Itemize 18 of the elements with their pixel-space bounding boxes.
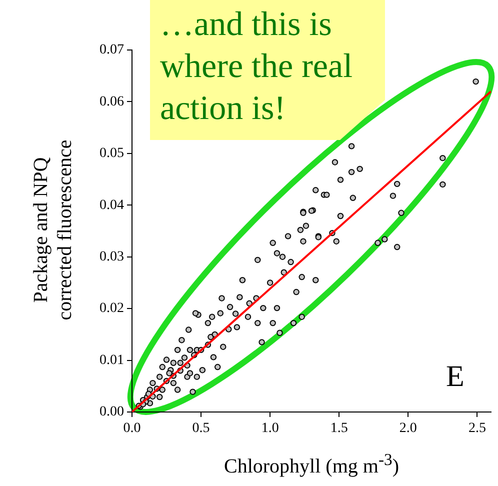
y-tick-label: 0.00 — [100, 404, 124, 420]
y-tick-label: 0.06 — [100, 94, 124, 110]
x-tick-label: 1.0 — [261, 421, 279, 436]
x-tick-label: 0.5 — [192, 421, 210, 436]
y-tick-label: 0.01 — [100, 352, 124, 368]
y-axis-title: Package and NPQ corrected fluorescence — [29, 138, 77, 322]
x-tick-label: 0.0 — [123, 421, 141, 436]
annotation: E — [446, 360, 464, 394]
y-tick-label: 0.02 — [100, 301, 124, 316]
x-tick-label: 1.5 — [330, 421, 348, 436]
x-axis-title: Chlorophyll (mg m$^{-3}$) — [223, 450, 400, 479]
y-tick-label: 0.04 — [100, 198, 124, 213]
y-tick-label: 0.07 — [100, 42, 124, 58]
annotation: …and this is where the real action is! — [150, 0, 385, 140]
x-tick-label: 2.5 — [468, 421, 486, 436]
y-tick-label: 0.03 — [100, 250, 124, 265]
x-tick-label: 2.0 — [399, 421, 417, 436]
y-tick-label: 0.05 — [100, 146, 124, 162]
